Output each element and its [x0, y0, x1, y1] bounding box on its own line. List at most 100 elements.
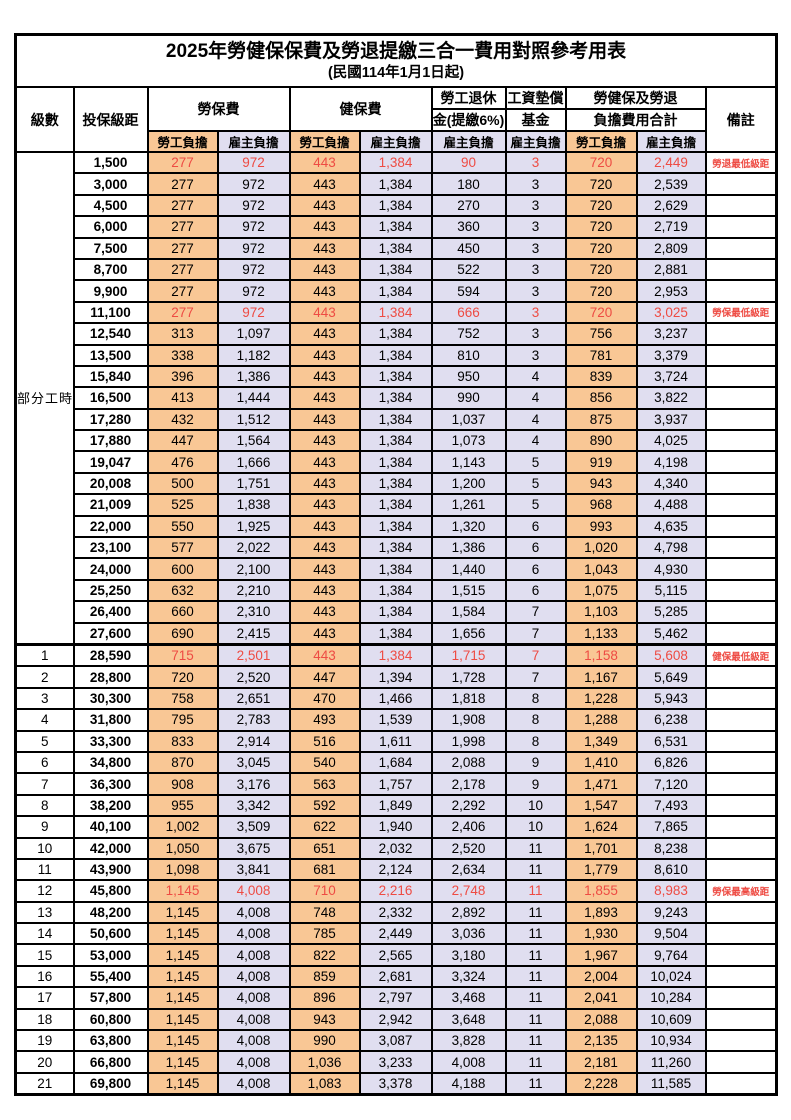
fee-cell: 3,045 [216, 750, 291, 775]
fee-cell: 6 [504, 536, 567, 560]
fee-cell: 4,340 [635, 471, 707, 496]
bracket-cell: 19,047 [72, 450, 149, 474]
bracket-cell: 15,840 [72, 364, 149, 389]
bracket-cell: 66,800 [72, 1050, 149, 1074]
fee-cell: 443 [288, 429, 361, 453]
fee-cell: 8 [504, 729, 567, 753]
fee-cell: 4,008 [216, 943, 291, 967]
fee-cell: 833 [146, 729, 219, 753]
remark-cell [704, 836, 778, 860]
bracket-cell: 6,000 [72, 215, 149, 239]
fee-cell: 1,584 [430, 600, 507, 624]
fee-cell: 2,210 [216, 578, 291, 603]
fee-cell: 11 [504, 943, 567, 967]
fee-cell: 10 [504, 793, 567, 818]
fee-cell: 2,520 [216, 665, 291, 689]
fee-cell: 3,025 [635, 300, 707, 325]
bracket-cell: 1,500 [72, 150, 149, 175]
fee-cell: 681 [288, 857, 361, 882]
bracket-cell: 69,800 [72, 1071, 149, 1096]
fee-cell: 972 [216, 215, 291, 239]
fee-cell: 1,133 [564, 621, 638, 646]
fee-cell: 443 [288, 300, 361, 325]
fee-cell: 1,998 [430, 729, 507, 753]
fee-cell: 856 [564, 386, 638, 410]
fee-cell: 1,145 [146, 1007, 219, 1032]
fee-cell: 1,547 [564, 793, 638, 818]
remark-cell [704, 1007, 778, 1032]
fee-cell: 277 [146, 236, 219, 260]
level-cell: 7 [14, 772, 75, 796]
table-row: 4 31,800 795 2,783 493 1,539 1,908 8 1,288 6,238 [14, 708, 778, 732]
table-row: 20 66,800 1,145 4,008 1,036 3,233 4,008 11 2,181… [14, 1050, 778, 1074]
remark-cell [704, 815, 778, 839]
fee-cell: 1,145 [146, 1050, 219, 1074]
fee-cell: 1,145 [146, 986, 219, 1010]
fee-cell: 2,406 [430, 815, 507, 839]
col-header-level: 級數 [14, 86, 75, 153]
fee-cell: 720 [564, 236, 638, 260]
fee-cell: 4,008 [216, 1071, 291, 1096]
fee-cell: 493 [288, 708, 361, 732]
fee-cell: 338 [146, 343, 219, 367]
fee-cell: 3,237 [635, 322, 707, 346]
fee-cell: 4,025 [635, 429, 707, 453]
premium-table: 2025年勞健保保費及勞退提繳三合一費用對照參考用表 (民國114年1月1日起)… [14, 33, 779, 1097]
subheader-pension-employer: 雇主負擔 [430, 130, 507, 153]
fee-cell: 2,415 [216, 621, 291, 646]
fee-cell: 720 [564, 279, 638, 303]
fee-cell: 1,384 [358, 578, 433, 603]
fee-cell: 955 [146, 793, 219, 818]
fee-cell: 3,937 [635, 407, 707, 432]
bracket-cell: 57,800 [72, 986, 149, 1010]
table-row: 15,840 396 1,386 443 1,384 950 4 839 3,724 [16, 364, 778, 389]
fee-cell: 180 [430, 172, 507, 196]
table-row: 4,500 277 972 443 1,384 270 3 720 2,629 [16, 193, 778, 218]
table-row: 17,880 447 1,564 443 1,384 1,073 4 890 4,025 [16, 429, 778, 453]
fee-cell: 1,539 [358, 708, 433, 732]
header-row-3: 勞工負擔 雇主負擔 勞工負擔 雇主負擔 雇主負擔 雇主負擔 勞工負擔 雇主負擔 [16, 130, 777, 153]
fee-cell: 6,238 [635, 708, 707, 732]
fee-cell: 3,648 [430, 1007, 507, 1032]
fee-cell: 7,493 [635, 793, 707, 818]
fee-cell: 447 [288, 665, 361, 689]
fee-cell: 1,656 [430, 621, 507, 646]
remark-cell [704, 943, 778, 967]
table-row: 18 60,800 1,145 4,008 943 2,942 3,648 11 2,088 10… [14, 1007, 778, 1032]
fee-cell: 3,180 [430, 943, 507, 967]
fee-cell: 447 [146, 429, 219, 453]
fee-cell: 1,145 [146, 1028, 219, 1053]
fee-cell: 9,764 [635, 943, 707, 967]
remark-cell [704, 986, 778, 1010]
fee-cell: 8 [504, 708, 567, 732]
table-row: 7,500 277 972 443 1,384 450 3 720 2,809 [16, 236, 778, 260]
fee-cell: 870 [146, 750, 219, 775]
level-cell: 16 [14, 964, 75, 989]
fee-cell: 943 [564, 471, 638, 496]
fee-cell: 710 [288, 879, 361, 903]
fee-cell: 2,292 [430, 793, 507, 818]
fee-cell: 1,757 [358, 772, 433, 796]
fee-cell: 1,940 [358, 815, 433, 839]
fee-cell: 2,953 [635, 279, 707, 303]
fee-cell: 313 [146, 322, 219, 346]
fee-cell: 2,881 [635, 257, 707, 282]
fee-cell: 3,087 [358, 1028, 433, 1053]
bracket-cell: 53,000 [72, 943, 149, 967]
fee-cell: 1,564 [216, 429, 291, 453]
fee-cell: 1,384 [358, 429, 433, 453]
fee-cell: 1,043 [564, 557, 638, 581]
remark-cell: 勞退最低級距 [704, 150, 778, 175]
fee-cell: 522 [430, 257, 507, 282]
table-row: 21,009 525 1,838 443 1,384 1,261 5 968 4,488 [16, 493, 778, 517]
fee-cell: 443 [288, 343, 361, 367]
fee-cell: 6 [504, 514, 567, 539]
fee-cell: 443 [288, 642, 361, 668]
remark-cell [704, 471, 778, 496]
fee-cell: 5 [504, 471, 567, 496]
fee-cell: 277 [146, 150, 219, 175]
fee-cell: 1,440 [430, 557, 507, 581]
fee-cell: 3 [504, 279, 567, 303]
bracket-cell: 45,800 [72, 879, 149, 903]
fee-cell: 1,471 [564, 772, 638, 796]
